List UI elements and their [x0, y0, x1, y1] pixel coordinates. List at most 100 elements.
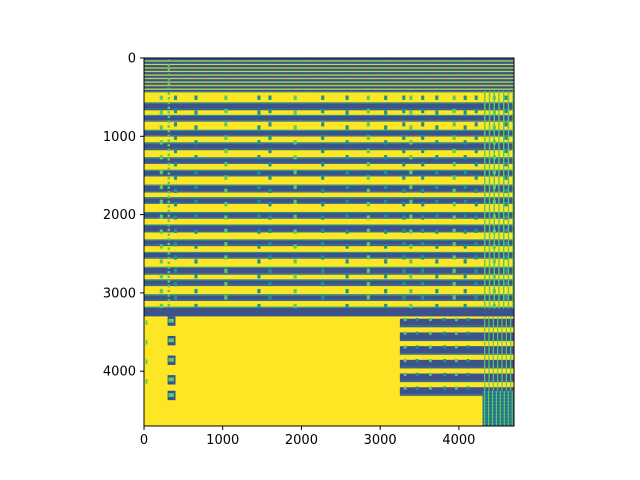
heatmap-marker	[452, 255, 456, 260]
heatmap-marker	[167, 162, 170, 166]
heatmap-marker	[495, 60, 498, 62]
y-tick-label: 0	[128, 52, 136, 67]
heatmap-band-edge	[144, 211, 514, 214]
heatmap-marker	[145, 359, 148, 365]
heatmap-marker	[293, 95, 297, 100]
heatmap-stripe	[499, 390, 501, 426]
heatmap-marker	[301, 88, 304, 91]
heatmap-marker	[257, 184, 261, 190]
heatmap-band-edge	[144, 142, 514, 144]
heatmap-stripe	[511, 390, 513, 426]
heatmap-marker	[449, 67, 452, 69]
heatmap-marker	[384, 229, 388, 234]
heatmap-marker	[345, 140, 349, 145]
heatmap-marker	[293, 155, 297, 160]
heatmap-marker	[504, 108, 508, 114]
heatmap-marker	[321, 228, 325, 233]
heatmap-marker	[449, 88, 452, 91]
heatmap-marker	[194, 244, 198, 249]
heatmap-marker	[209, 88, 212, 91]
heatmap-marker	[466, 386, 470, 390]
heatmap-marker	[384, 274, 388, 279]
heatmap-marker	[278, 60, 281, 62]
heatmap-marker	[173, 95, 178, 100]
heatmap-marker	[257, 244, 261, 249]
heatmap-marker	[293, 199, 297, 205]
heatmap-marker	[403, 386, 407, 390]
heatmap-marker	[167, 238, 170, 241]
heatmap-marker	[421, 162, 425, 167]
heatmap-marker	[428, 331, 432, 335]
heatmap-marker	[268, 135, 272, 140]
heatmap-marker	[321, 188, 325, 194]
heatmap-band-edge	[144, 239, 514, 241]
heatmap-marker	[194, 169, 198, 175]
heatmap-marker	[403, 60, 406, 62]
heatmap-marker	[402, 148, 406, 154]
axes-frame	[143, 57, 515, 427]
heatmap-marker	[384, 303, 388, 309]
heatmap-marker	[278, 67, 281, 69]
heatmap-marker	[504, 188, 508, 194]
heatmap-marker	[167, 289, 170, 293]
heatmap-marker	[345, 169, 349, 175]
heatmap-marker	[435, 199, 439, 205]
heatmap-marker	[221, 67, 224, 69]
heatmap-marker	[454, 331, 458, 335]
heatmap-marker	[452, 268, 456, 273]
heatmap-marker	[452, 228, 456, 233]
heatmap-marker	[426, 67, 429, 69]
heatmap-marker	[460, 60, 464, 62]
heatmap-marker	[463, 288, 467, 294]
heatmap-marker	[167, 68, 170, 72]
heatmap-marker	[167, 214, 170, 217]
heatmap-marker	[167, 228, 170, 232]
heatmap-marker	[454, 345, 458, 349]
heatmap-marker	[366, 188, 370, 194]
heatmap-marker	[504, 95, 508, 100]
heatmap-marker	[173, 188, 178, 194]
heatmap-band-edge	[144, 114, 514, 116]
heatmap-marker	[301, 67, 304, 69]
heatmap-band-edge	[144, 63, 514, 65]
heatmap-marker	[289, 60, 292, 62]
heatmap-marker	[435, 95, 439, 100]
heatmap-marker	[409, 288, 413, 294]
heatmap-marker	[312, 60, 315, 62]
heatmap-band-edge	[144, 273, 514, 275]
heatmap-band-edge	[399, 325, 514, 328]
heatmap-marker	[474, 188, 478, 194]
heatmap-marker	[402, 162, 406, 167]
heatmap-marker	[266, 60, 270, 62]
heatmap-band-edge	[144, 251, 514, 253]
heatmap-marker	[435, 229, 439, 234]
heatmap-marker	[409, 214, 413, 219]
heatmap-band-edge	[144, 77, 514, 79]
heatmap-marker	[301, 74, 304, 77]
heatmap-marker	[323, 74, 327, 77]
heatmap-band-edge	[144, 169, 514, 171]
x-tick-label: 4000	[442, 433, 475, 448]
heatmap-marker	[504, 175, 508, 180]
heatmap-marker	[159, 244, 163, 249]
heatmap-marker	[255, 81, 258, 84]
heatmap-marker	[452, 95, 456, 100]
heatmap-stripe	[495, 390, 497, 426]
heatmap-marker	[402, 122, 406, 127]
heatmap-band	[144, 213, 514, 218]
heatmap-marker	[167, 106, 170, 109]
heatmap-marker	[472, 88, 475, 91]
heatmap-stripe	[488, 90, 491, 309]
heatmap-marker	[232, 88, 235, 91]
heatmap-marker	[392, 81, 395, 84]
heatmap-marker	[415, 386, 419, 390]
heatmap-marker	[435, 169, 439, 175]
heatmap-marker	[321, 122, 325, 127]
heatmap-marker	[358, 60, 361, 62]
heatmap-marker	[194, 303, 198, 309]
heatmap-marker	[345, 199, 349, 205]
heatmap-marker	[466, 317, 470, 322]
heatmap-marker	[221, 81, 224, 84]
heatmap-marker	[321, 281, 325, 287]
heatmap-marker	[301, 81, 304, 84]
